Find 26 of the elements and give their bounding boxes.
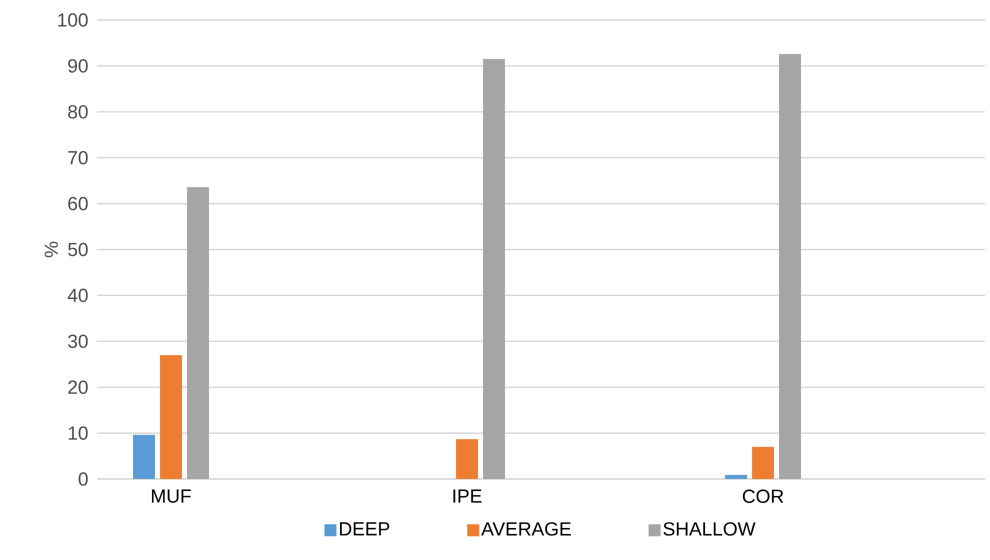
bar	[187, 187, 209, 479]
bar	[725, 474, 748, 479]
y-axis-title: %	[44, 242, 58, 258]
x-tick-label: MUF	[152, 490, 191, 503]
bar	[456, 439, 478, 479]
legend-label: DEEP	[340, 522, 390, 536]
y-tick-label: 0	[78, 472, 88, 486]
legend-label: SHALLOW	[663, 522, 756, 536]
y-tick-label: 40	[68, 288, 88, 302]
legend-label: AVERAGE	[481, 522, 571, 536]
y-tick-label: 100	[58, 13, 88, 27]
y-tick-label: 90	[68, 59, 88, 73]
x-tick-label: IPE	[453, 490, 482, 503]
y-tick-label: 10	[68, 426, 88, 440]
y-tick-label: 30	[68, 334, 88, 348]
y-tick-label: 50	[68, 242, 88, 256]
x-tick-label: COR	[742, 490, 784, 503]
y-tick-label: 70	[68, 150, 88, 164]
bar	[779, 54, 802, 479]
bar	[133, 434, 155, 479]
bar	[483, 59, 506, 479]
y-tick-label: 20	[68, 380, 88, 394]
y-tick-label: 60	[68, 196, 88, 210]
y-tick-label: 80	[68, 105, 88, 119]
bar	[160, 355, 182, 479]
bar	[752, 446, 774, 479]
